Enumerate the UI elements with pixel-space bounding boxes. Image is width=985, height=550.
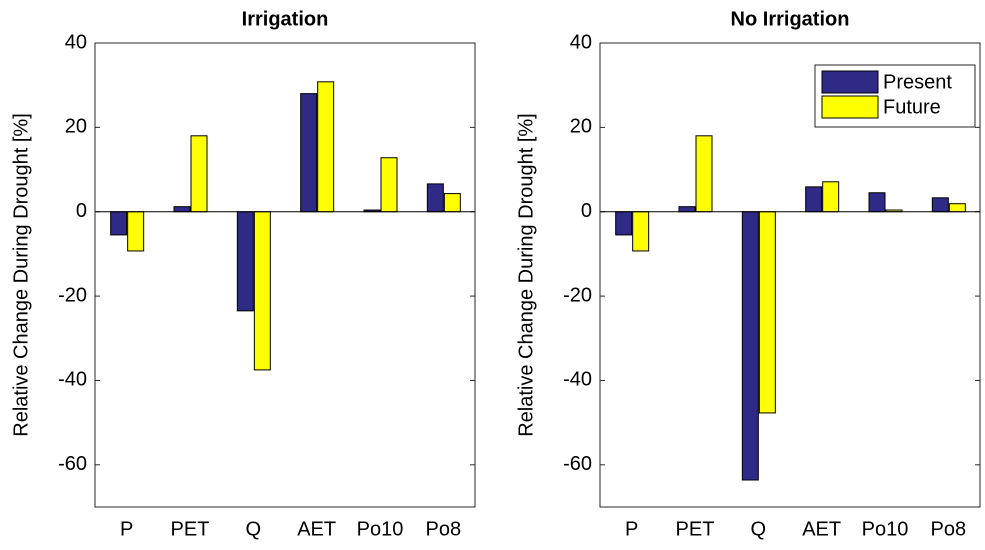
bar bbox=[758, 211, 776, 414]
x-tick-label: Po8 bbox=[931, 518, 967, 540]
legend-label: Future bbox=[883, 96, 941, 118]
x-tick-label: AET bbox=[297, 518, 336, 540]
x-tick-label: Po8 bbox=[426, 518, 462, 540]
chart-title: No Irrigation bbox=[731, 8, 850, 30]
chart-panel: No Irrigation Relative Change During Drou… bbox=[515, 8, 981, 540]
x-tick-label: PET bbox=[676, 518, 715, 540]
bar bbox=[632, 211, 650, 252]
bar bbox=[678, 206, 696, 213]
bar bbox=[127, 211, 145, 252]
bar bbox=[173, 206, 191, 213]
chart-title: Irrigation bbox=[242, 8, 329, 30]
plot-area bbox=[95, 43, 475, 507]
bar bbox=[931, 197, 949, 213]
x-tick-label: Q bbox=[246, 518, 262, 540]
y-tick-label: -40 bbox=[563, 369, 592, 391]
legend-swatch bbox=[821, 70, 879, 94]
bar bbox=[426, 183, 444, 213]
axes-box bbox=[94, 42, 476, 508]
y-tick-label: -20 bbox=[563, 284, 592, 306]
y-tick-label: 20 bbox=[570, 116, 592, 138]
bar bbox=[695, 135, 713, 213]
bar bbox=[380, 157, 398, 213]
y-axis-label: Relative Change During Drought [%] bbox=[10, 113, 32, 437]
bar bbox=[190, 135, 208, 213]
bar bbox=[443, 193, 461, 213]
x-tick-label: P bbox=[120, 518, 133, 540]
bar bbox=[822, 181, 840, 213]
bar bbox=[300, 93, 318, 213]
x-tick-label: P bbox=[625, 518, 638, 540]
y-tick-label: -20 bbox=[58, 284, 87, 306]
y-tick-label: 20 bbox=[65, 116, 87, 138]
x-tick-label: Q bbox=[751, 518, 767, 540]
bar bbox=[741, 211, 759, 481]
bar bbox=[236, 211, 254, 312]
bar bbox=[317, 81, 335, 213]
legend-swatch bbox=[821, 95, 879, 119]
y-tick-label: 40 bbox=[570, 31, 592, 53]
y-tick-label: 0 bbox=[76, 200, 87, 222]
x-tick-label: AET bbox=[802, 518, 841, 540]
legend-label: Present bbox=[883, 71, 952, 93]
x-tick-label: Po10 bbox=[357, 518, 404, 540]
y-axis-label: Relative Change During Drought [%] bbox=[515, 113, 537, 437]
y-tick-label: -40 bbox=[58, 369, 87, 391]
bar bbox=[110, 211, 128, 236]
bar bbox=[868, 192, 886, 213]
bar bbox=[615, 211, 633, 236]
y-tick-label: 40 bbox=[65, 31, 87, 53]
y-tick-label: 0 bbox=[581, 200, 592, 222]
x-tick-label: Po10 bbox=[862, 518, 909, 540]
bar bbox=[805, 186, 823, 213]
bar bbox=[253, 211, 271, 371]
y-tick-label: -60 bbox=[58, 453, 87, 475]
y-tick-label: -60 bbox=[563, 453, 592, 475]
bar bbox=[948, 203, 966, 213]
x-tick-label: PET bbox=[171, 518, 210, 540]
axes-box bbox=[599, 42, 981, 508]
chart-panel: Irrigation Relative Change During Drought… bbox=[10, 8, 476, 540]
